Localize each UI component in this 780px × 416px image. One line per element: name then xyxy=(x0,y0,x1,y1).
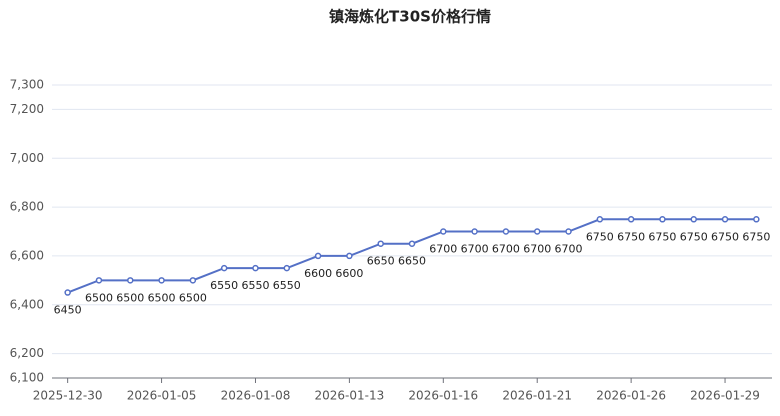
data-label: 6750 xyxy=(680,230,708,243)
data-label: 6500 xyxy=(148,291,176,304)
point xyxy=(690,216,697,223)
point xyxy=(220,264,228,272)
data-label: 6700 xyxy=(555,243,583,256)
point xyxy=(64,289,71,296)
point xyxy=(753,216,760,223)
x-tick-label: 2026-01-13 xyxy=(315,389,385,403)
point xyxy=(283,264,291,272)
x-tick-label: 2026-01-21 xyxy=(502,389,572,403)
point xyxy=(565,228,572,235)
point xyxy=(471,228,478,235)
point xyxy=(721,216,729,223)
data-label: 6500 xyxy=(116,291,144,304)
y-tick-label: 6,600 xyxy=(10,248,44,262)
point xyxy=(158,277,165,284)
data-label: 6650 xyxy=(398,255,426,268)
point xyxy=(408,240,416,247)
data-label: 6600 xyxy=(304,267,332,280)
point xyxy=(314,252,322,260)
x-tick-label: 2026-01-08 xyxy=(221,389,291,403)
data-label: 6550 xyxy=(273,279,301,292)
point xyxy=(440,228,447,235)
data-label: 6550 xyxy=(210,279,238,292)
y-tick-label: 7,000 xyxy=(10,151,44,165)
data-label: 6750 xyxy=(648,230,676,243)
data-label: 6550 xyxy=(241,279,269,292)
x-tick-label: 2026-01-26 xyxy=(596,389,666,403)
y-tick-label: 6,400 xyxy=(10,297,44,311)
point xyxy=(502,228,510,235)
point xyxy=(189,277,197,284)
data-label: 6750 xyxy=(711,230,739,243)
data-label: 6700 xyxy=(429,243,457,256)
point xyxy=(95,277,103,284)
y-tick-label: 6,200 xyxy=(10,346,44,360)
x-tick-label: 2026-01-29 xyxy=(690,389,760,403)
point xyxy=(377,240,384,247)
data-label: 6750 xyxy=(742,230,770,243)
data-label: 6500 xyxy=(85,291,113,304)
data-label: 6700 xyxy=(523,243,551,256)
point xyxy=(533,228,541,235)
x-tick-label: 2025-12-30 xyxy=(33,389,103,403)
y-tick-label: 7,300 xyxy=(10,78,44,92)
data-label: 6600 xyxy=(335,267,363,280)
data-label: 6500 xyxy=(179,291,207,304)
y-tick-label: 6,100 xyxy=(10,371,44,385)
data-label: 6700 xyxy=(492,243,520,256)
data-label: 6700 xyxy=(461,243,489,256)
y-tick-label: 6,800 xyxy=(10,200,44,214)
data-label: 6750 xyxy=(617,230,645,243)
data-label: 6650 xyxy=(367,255,395,268)
point xyxy=(627,216,635,223)
x-tick-label: 2026-01-16 xyxy=(408,389,478,403)
chart-title: 镇海炼化T30S价格行情 xyxy=(329,8,491,26)
data-label: 6750 xyxy=(586,230,614,243)
data-label: 6450 xyxy=(54,304,82,317)
x-tick-label: 2026-01-05 xyxy=(127,389,197,403)
y-tick-label: 7,200 xyxy=(10,102,44,116)
point xyxy=(252,264,259,272)
point xyxy=(127,277,134,284)
point xyxy=(659,216,666,223)
point xyxy=(346,252,353,260)
point xyxy=(596,216,604,223)
